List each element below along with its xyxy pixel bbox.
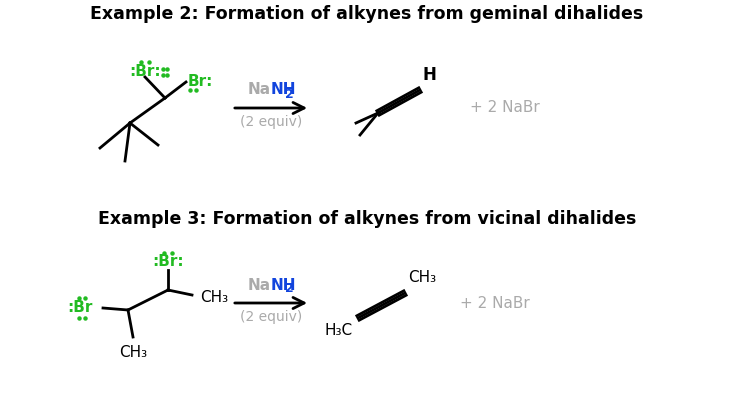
- Text: H: H: [423, 66, 437, 84]
- Text: CH₃: CH₃: [119, 345, 147, 360]
- Text: CH₃: CH₃: [408, 270, 436, 285]
- Text: Example 2: Formation of alkynes from geminal dihalides: Example 2: Formation of alkynes from gem…: [90, 5, 644, 23]
- Text: + 2 NaBr: + 2 NaBr: [460, 296, 530, 311]
- Text: NH: NH: [271, 278, 297, 293]
- Text: Br:: Br:: [188, 74, 214, 89]
- Text: 2: 2: [285, 283, 294, 296]
- Text: NH: NH: [271, 82, 297, 97]
- Text: H₃C: H₃C: [325, 323, 353, 338]
- Text: (2 equiv): (2 equiv): [240, 115, 302, 129]
- Text: Example 3: Formation of alkynes from vicinal dihalides: Example 3: Formation of alkynes from vic…: [98, 210, 636, 228]
- Text: :Br:: :Br:: [129, 64, 161, 79]
- Text: 2: 2: [285, 87, 294, 100]
- Text: (2 equiv): (2 equiv): [240, 310, 302, 324]
- Text: Na: Na: [248, 278, 271, 293]
- Text: :Br:: :Br:: [152, 255, 184, 270]
- Text: Na: Na: [248, 82, 271, 97]
- Text: + 2 NaBr: + 2 NaBr: [470, 100, 539, 115]
- Text: CH₃: CH₃: [200, 291, 228, 306]
- Text: :Br: :Br: [68, 301, 93, 316]
